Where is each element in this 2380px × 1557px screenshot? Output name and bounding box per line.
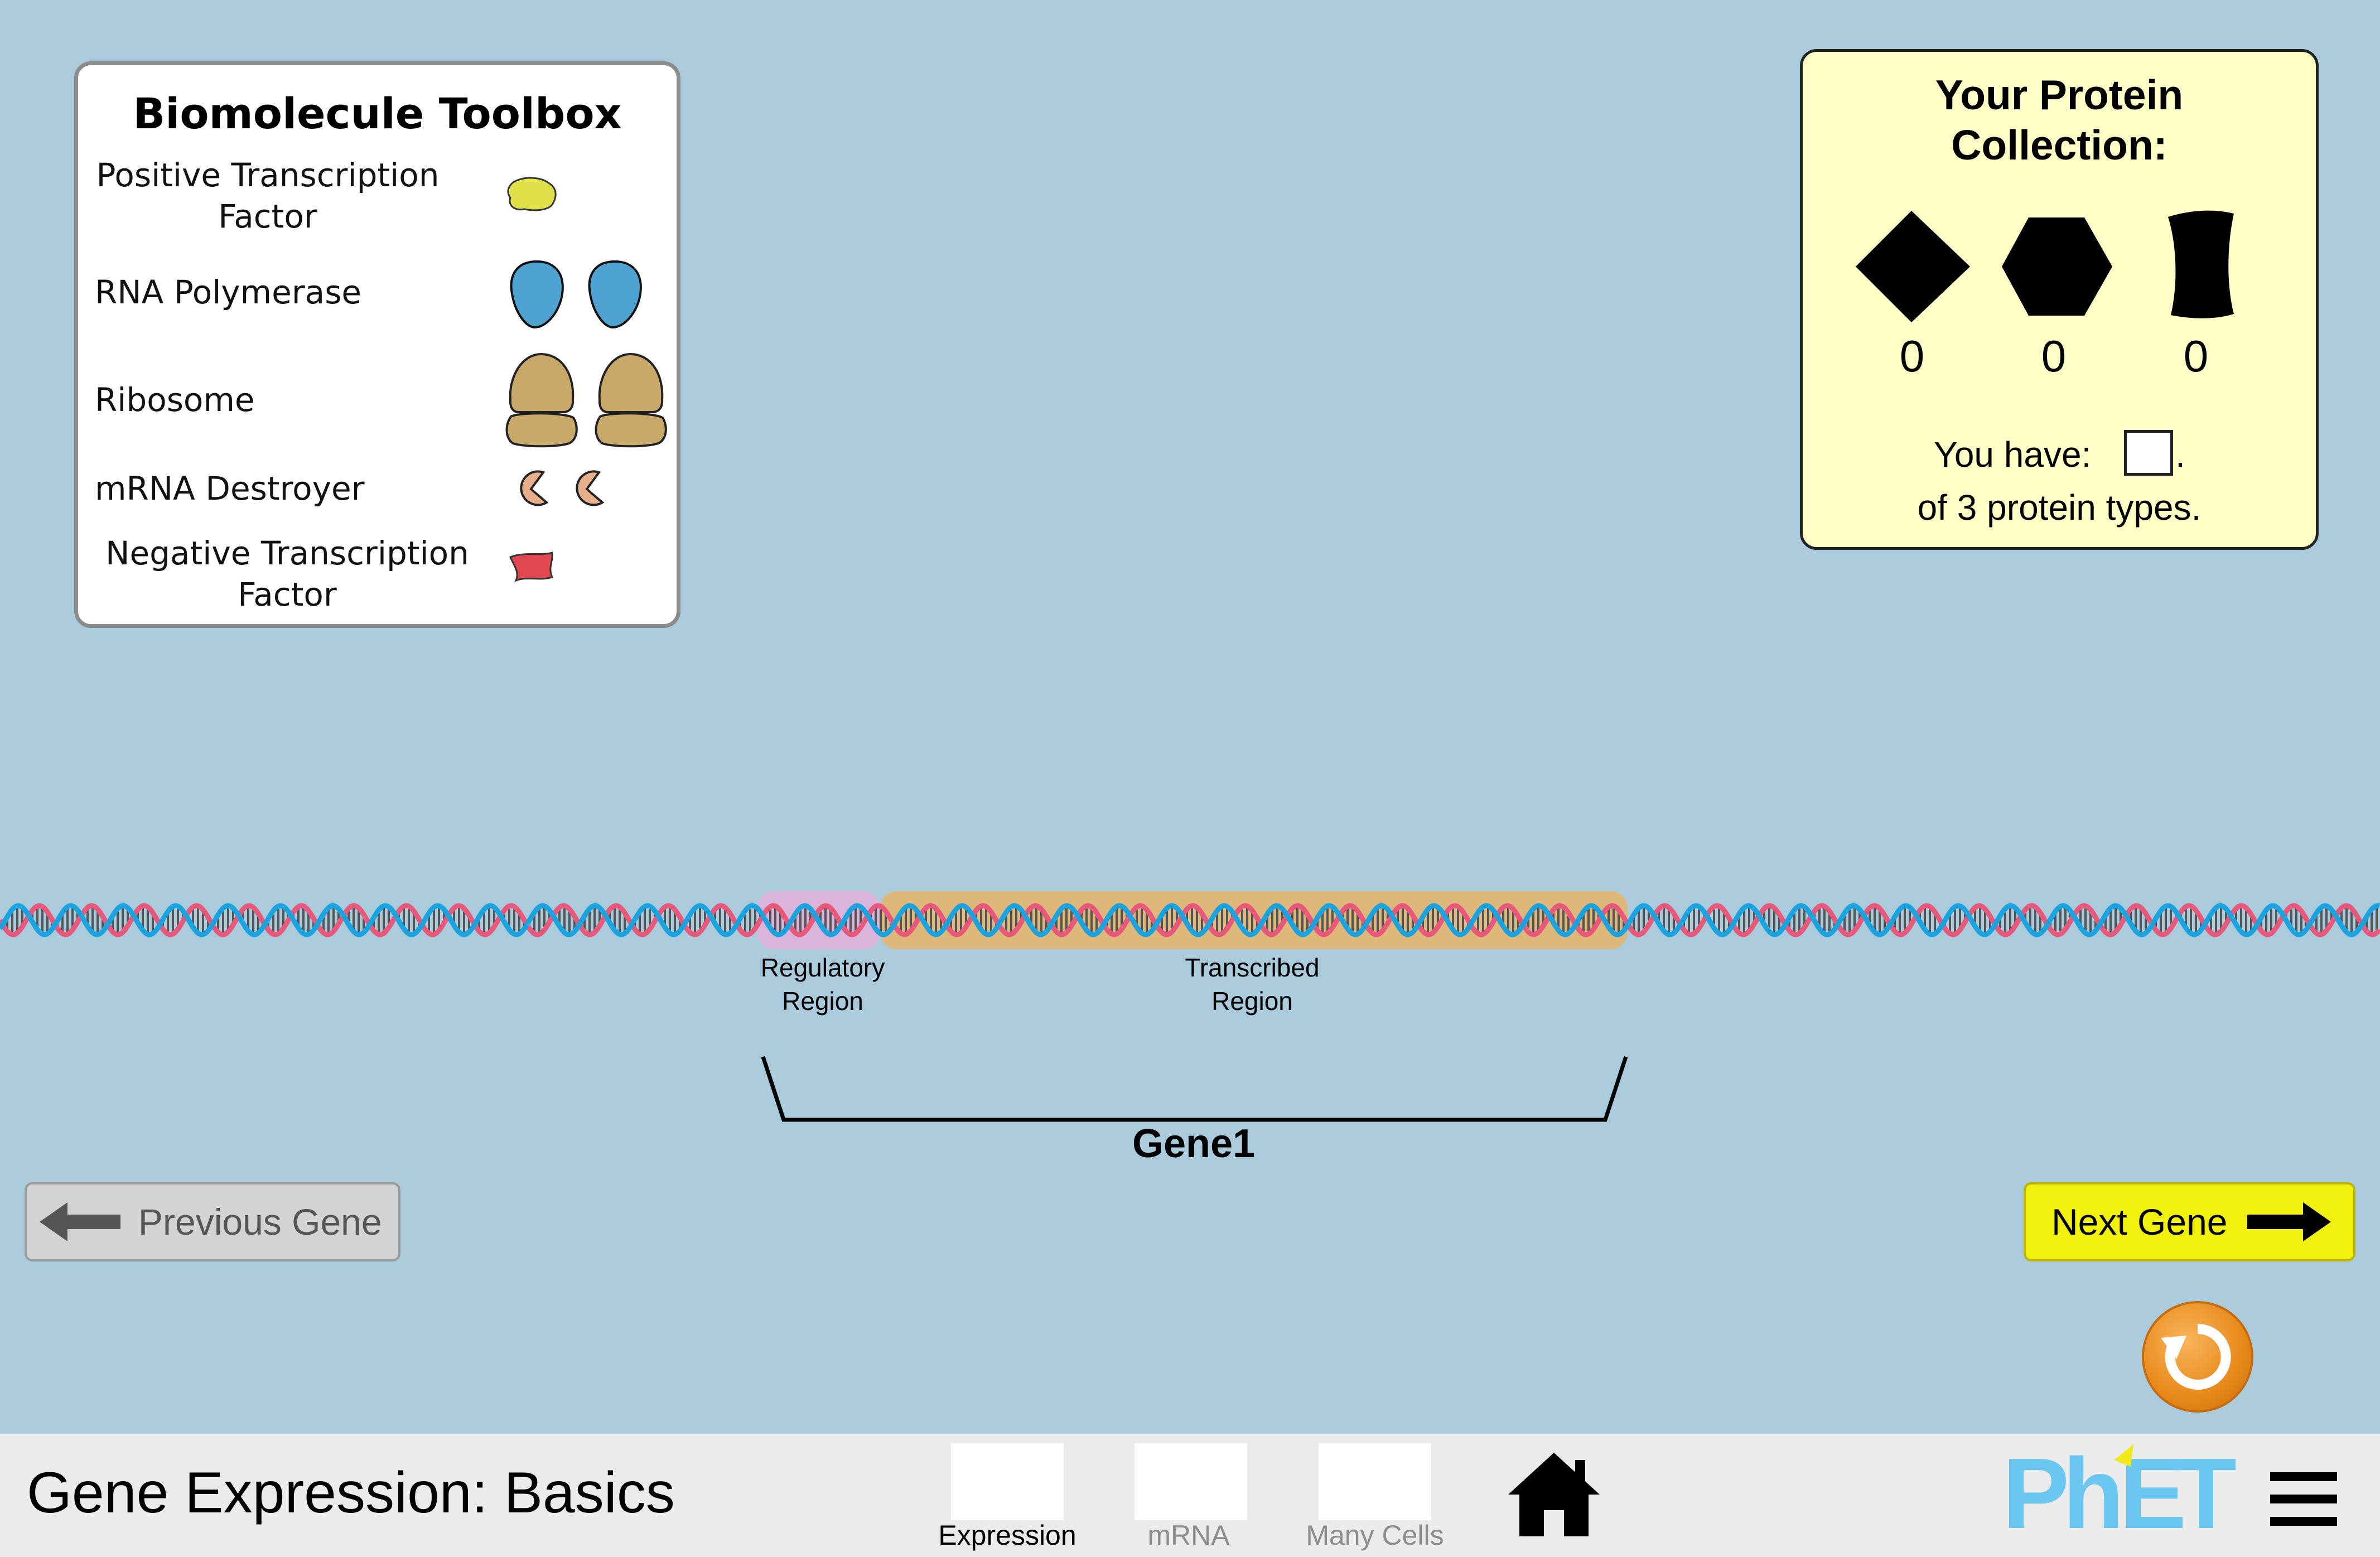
mrna-destroyer-icon[interactable]: [520, 470, 605, 506]
protein-concave-rect-icon: [2168, 210, 2234, 318]
protein-types-count-box: [2124, 430, 2173, 476]
you-have-label: You have:: [1934, 434, 2092, 475]
protein-collection-panel: Your Protein Collection: 0 0 0 You have: …: [1800, 49, 2319, 550]
screen-tile-mrna[interactable]: [1135, 1443, 1247, 1520]
menu-icon[interactable]: [2267, 1471, 2340, 1527]
phet-logo[interactable]: P h E T: [2002, 1443, 2237, 1538]
right-arrow-icon: [2247, 1202, 2331, 1241]
regulatory-region-label: Regulatory Region: [760, 953, 885, 1016]
biomolecule-toolbox: Biomolecule Toolbox Positive Transcripti…: [74, 61, 680, 628]
svg-text:P: P: [2002, 1443, 2069, 1538]
protein-hexagon-icon: [2002, 217, 2112, 316]
screen-label-mrna[interactable]: mRNA: [1147, 1520, 1230, 1551]
protein-shapes: [1856, 210, 2234, 322]
toolbox-label-rna-polymerase: RNA Polymerase: [95, 273, 362, 311]
positive-transcription-factor-icon[interactable]: [507, 177, 557, 211]
ribosome-icon[interactable]: [505, 352, 667, 448]
previous-gene-button[interactable]: Previous Gene: [25, 1182, 400, 1261]
next-gene-label: Next Gene: [2051, 1201, 2228, 1242]
screen-tile-expression[interactable]: [951, 1443, 1064, 1520]
app-title: Gene Expression: Basics: [27, 1461, 675, 1525]
transcribed-region-label: Transcribed Region: [1185, 953, 1320, 1016]
previous-gene-label: Previous Gene: [138, 1201, 382, 1242]
protein-diamond-icon: [1856, 211, 1970, 322]
protein-types-line: of 3 protein types.: [1917, 487, 2202, 528]
gene-label: Gene1: [1132, 1121, 1256, 1166]
svg-text:T: T: [2175, 1443, 2237, 1538]
reset-icon: [2161, 1323, 2231, 1390]
toolbox-icons: [505, 177, 667, 582]
protein-count-3: 0: [2183, 331, 2209, 381]
dna-molecule: [0, 891, 2380, 949]
toolbox-label-negative-tf: Negative Transcription Factor: [105, 534, 469, 613]
toolbox-title: Biomolecule Toolbox: [133, 89, 622, 138]
svg-text:h: h: [2063, 1443, 2124, 1538]
toolbox-label-mrna-destroyer: mRNA Destroyer: [95, 470, 365, 507]
protein-count-2: 0: [2041, 331, 2067, 381]
you-have-period: .: [2175, 434, 2185, 475]
rna-polymerase-icon[interactable]: [510, 260, 642, 329]
negative-transcription-factor-icon[interactable]: [509, 552, 554, 582]
reset-all-button[interactable]: [2142, 1301, 2253, 1413]
gene-bracket-line: [761, 1056, 1628, 1122]
screen-label-many-cells[interactable]: Many Cells: [1306, 1520, 1444, 1551]
collection-title: Your Protein Collection:: [1935, 71, 2184, 168]
screen-tile-many-cells[interactable]: [1319, 1443, 1431, 1520]
left-arrow-icon: [40, 1202, 120, 1241]
protein-count-1: 0: [1899, 331, 1925, 381]
home-icon[interactable]: [1506, 1450, 1602, 1539]
next-gene-button[interactable]: Next Gene: [2024, 1182, 2355, 1261]
toolbox-label-positive-tf: Positive Transcription Factor: [96, 156, 440, 235]
screen-label-expression[interactable]: Expression: [938, 1520, 1076, 1551]
toolbox-label-ribosome: Ribosome: [95, 381, 255, 419]
